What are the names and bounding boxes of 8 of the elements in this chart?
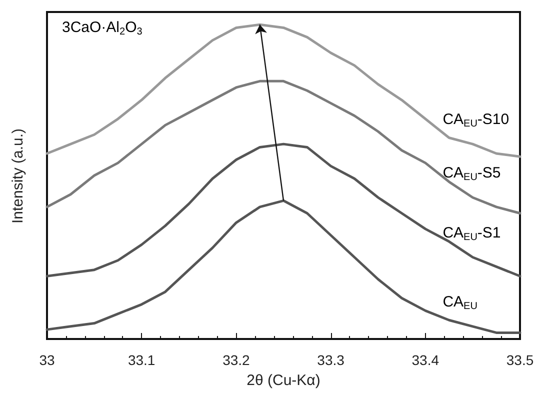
y-axis-title: Intensity (a.u.) (10, 128, 26, 224)
x-tick-label: 33 (39, 352, 55, 368)
x-tick-label: 33.4 (412, 352, 440, 368)
x-tick-label: 33.3 (317, 352, 345, 368)
x-tick-label: 33.5 (506, 352, 534, 368)
x-tick-label: 33.2 (222, 352, 250, 368)
x-axis-title: 2θ (Cu-Kα) (246, 372, 320, 389)
x-tick-label: 33.1 (128, 352, 156, 368)
